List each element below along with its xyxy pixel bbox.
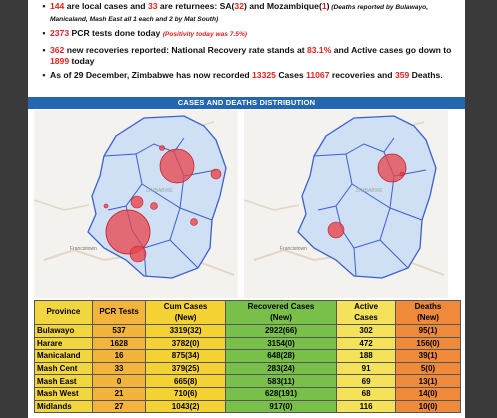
returnee-count: 33	[147, 1, 158, 11]
bullet-recoveries: • 362 new recoveries reported: National …	[38, 45, 458, 67]
recovery-rate: 83.1%	[306, 45, 332, 55]
table-row: Bulawayo 537 3319(32) 2922(66) 302 95(1)	[34, 324, 462, 338]
bullet-dot-icon: •	[42, 1, 46, 11]
deaths-note: (Deaths reported by Bulawayo, Manicaland…	[50, 4, 429, 23]
bullet-dot-icon: •	[42, 70, 46, 80]
bullet-totals: • As of 29 December, Zimbabwe has now re…	[38, 70, 458, 81]
summary-bullets: • 144 are local cases and 33 are returne…	[38, 0, 458, 81]
map-city-label: Francistown	[280, 246, 307, 252]
section-title: CASES AND DEATHS DISTRIBUTION	[28, 97, 465, 109]
infographic-page: • 144 are local cases and 33 are returne…	[28, 0, 465, 418]
cases-map-graphic: Francistown ZIMBABWE	[34, 110, 238, 298]
table-row: Mash Cent 33 379(25) 283(24) 91 5(0)	[34, 361, 462, 376]
table-row: Manicaland 16 875(34) 648(28) 188 39(1)	[34, 349, 462, 363]
total-cases: 13325	[252, 70, 276, 80]
active-cases-count: 1899	[50, 56, 70, 66]
header-recovered: Recovered Cases (New)	[224, 300, 338, 325]
header-province: Province	[34, 300, 93, 325]
maps-area: Francistown ZIMBABWE Fran	[34, 110, 459, 300]
map-city-label: Francistown	[70, 246, 97, 252]
table-row: Harare 1628 3782(0) 3154(0) 472 156(0)	[34, 336, 462, 351]
header-active: Active Cases	[336, 300, 396, 325]
bullet-local-cases: • 144 are local cases and 33 are returne…	[38, 1, 458, 25]
table-row: Midlands 27 1043(2) 917(0) 116 10(0)	[34, 399, 462, 414]
cases-map: Francistown ZIMBABWE	[34, 110, 238, 298]
bullet-dot-icon: •	[42, 28, 46, 38]
header-deaths: Deaths (New)	[394, 300, 462, 325]
local-cases-count: 144	[50, 1, 65, 11]
province-stats-table: Province PCR Tests Cum Cases (New) Recove…	[34, 300, 462, 414]
table-header-row: Province PCR Tests Cum Cases (New) Recove…	[34, 300, 462, 325]
total-recoveries: 11067	[306, 70, 330, 80]
map-country-label: ZIMBABWE	[356, 188, 383, 194]
total-deaths: 359	[394, 70, 410, 80]
deaths-map-graphic: Francistown ZIMBABWE	[244, 110, 448, 298]
deaths-map: Francistown ZIMBABWE	[244, 110, 448, 298]
header-cum-cases: Cum Cases (New)	[145, 300, 226, 325]
positivity-note: (Positivity today was 7.5%)	[162, 31, 247, 38]
table-row: Mash West 21 710(6) 628(191) 68 14(0)	[34, 386, 462, 401]
table-row: Mash East 0 665(8) 583(11) 69 13(1)	[34, 374, 462, 388]
bullet-dot-icon: •	[42, 45, 46, 55]
map-country-label: ZIMBABWE	[146, 188, 173, 194]
new-recoveries-count: 362	[50, 45, 65, 55]
header-pcr-tests: PCR Tests	[91, 300, 147, 325]
bullet-pcr-tests: • 2373 PCR tests done today (Positivity …	[38, 28, 458, 40]
pcr-tests-count: 2373	[50, 28, 70, 38]
